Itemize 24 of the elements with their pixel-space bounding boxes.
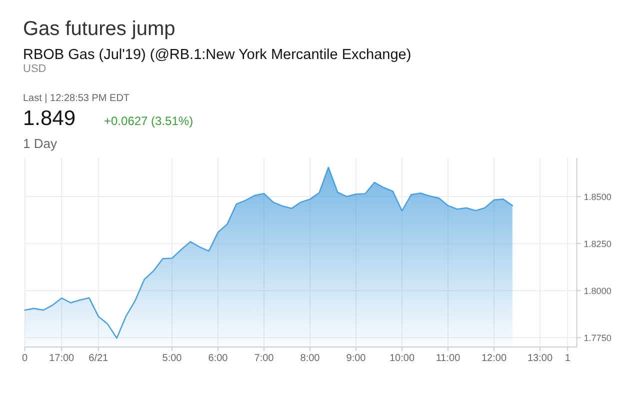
x-tick-label: 6:00 (208, 353, 228, 364)
text: Last | 12:28:53 PM EDT (23, 93, 130, 104)
x-tick-label: 13:00 (527, 353, 553, 364)
chart-title: Gas futures jump (23, 18, 176, 40)
text: 1.849 (23, 107, 76, 130)
x-tick-label: 0 (22, 353, 28, 364)
x-tick-label: 6/21 (88, 353, 109, 364)
y-tick-label: 1.7750 (584, 333, 612, 344)
x-tick-label: 11:00 (436, 353, 461, 364)
x-tick-label: 8:00 (300, 353, 320, 364)
x-tick-label: 17:00 (49, 353, 75, 364)
x-tick-label: 10:00 (389, 353, 415, 364)
x-tick-label: 7:00 (254, 353, 274, 364)
text: USD (23, 63, 46, 75)
x-tick-label: 1 (564, 353, 571, 364)
x-tick-label: 12:00 (481, 353, 507, 364)
x-tick-label: 9:00 (346, 353, 366, 364)
text: +0.0627 (3.51%) (104, 114, 194, 128)
y-tick-label: 1.8250 (584, 239, 612, 250)
text: 1 Day (23, 136, 58, 151)
x-tick-label: 5:00 (162, 353, 182, 364)
y-tick-label: 1.8000 (584, 286, 612, 296)
chart-subtitle: RBOB Gas (Jul'19) (@RB.1:New York Mercantile Exchange) (23, 47, 412, 63)
y-tick-label: 1.8500 (584, 192, 612, 202)
